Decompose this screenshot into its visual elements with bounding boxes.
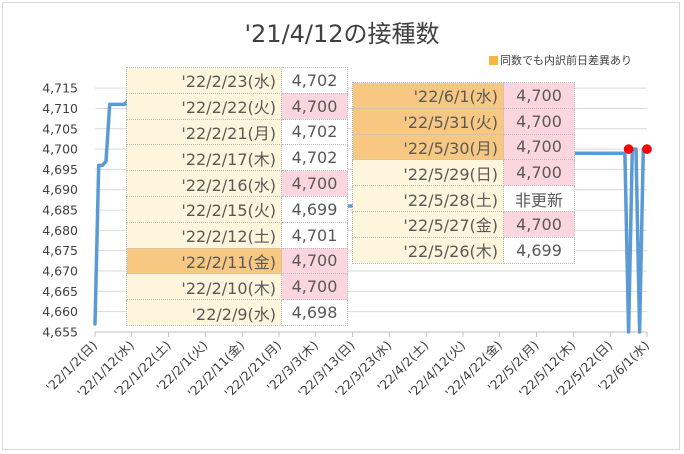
table-row: '22/2/22(火) 4,700 [126, 92, 348, 120]
table-date-cell: '22/5/28(土) [352, 185, 504, 212]
table-date-cell: '22/2/22(火) [126, 92, 282, 120]
y-tick-label: 4,660 [42, 304, 78, 319]
table-date-cell: '22/5/30(月) [352, 133, 504, 161]
table-date-cell: '22/2/9(水) [126, 299, 282, 326]
table-value-cell: 4,700 [503, 133, 575, 161]
table-value-cell: 4,700 [503, 210, 575, 238]
table-date-cell: '22/5/31(火) [352, 107, 504, 135]
table-value-cell: 4,700 [503, 107, 575, 135]
y-tick-label: 4,700 [42, 142, 78, 157]
table-date-cell: '22/2/16(水) [126, 170, 282, 197]
marker-point [623, 144, 634, 154]
table-value-cell: 4,700 [281, 247, 348, 275]
table-date-cell: '22/2/10(木) [126, 273, 282, 301]
table-value-cell: 4,698 [281, 299, 348, 326]
table-date-cell: '22/2/11(金) [126, 247, 282, 275]
table-row: '22/5/28(土) 非更新 [352, 185, 575, 212]
y-tick-label: 4,670 [42, 264, 78, 279]
table-date-cell: '22/5/26(木) [352, 236, 504, 264]
table-value-cell: 非更新 [503, 185, 575, 212]
table-value-cell: 4,701 [281, 221, 348, 249]
table-date-cell: '22/2/21(月) [126, 118, 282, 146]
y-tick-label: 4,695 [42, 162, 78, 177]
table-value-cell: 4,700 [503, 82, 575, 109]
table-date-cell: '22/2/12(土) [126, 221, 282, 249]
chart-legend: 同数でも内訳前日差異あり [489, 52, 632, 68]
chart-title: '21/4/12の接種数 [244, 20, 440, 48]
y-tick-label: 4,655 [42, 325, 78, 340]
table-row: '22/2/10(木) 4,700 [126, 273, 348, 301]
table-row: '22/5/27(金) 4,700 [352, 210, 575, 238]
table-row: '22/2/21(月) 4,702 [126, 118, 348, 146]
y-tick-label: 4,710 [42, 101, 78, 116]
y-tick-label: 4,715 [42, 81, 78, 96]
table-value-cell: 4,702 [281, 118, 348, 146]
table-date-cell: '22/5/27(金) [352, 210, 504, 238]
table-date-cell: '22/2/15(火) [126, 195, 282, 223]
table-date-cell: '22/5/29(日) [352, 159, 504, 187]
data-table-may: '22/6/1(水) 4,700'22/5/31(火) 4,700'22/5/30(… [352, 82, 575, 264]
table-date-cell: '22/6/1(水) [352, 82, 504, 109]
table-value-cell: 4,700 [503, 159, 575, 187]
y-tick-label: 4,665 [42, 284, 78, 299]
table-value-cell: 4,700 [281, 273, 348, 301]
marker-point [642, 144, 652, 154]
table-value-cell: 4,702 [281, 144, 348, 172]
table-date-cell: '22/2/17(木) [126, 144, 282, 172]
table-value-cell: 4,700 [281, 170, 348, 197]
table-value-cell: 4,700 [281, 92, 348, 120]
table-row: '22/2/17(木) 4,702 [126, 144, 348, 172]
legend-swatch [489, 56, 498, 65]
y-tick-label: 4,690 [42, 182, 78, 197]
data-table-feb: '22/2/23(水) 4,702'22/2/22(火) 4,700'22/2/21… [126, 67, 348, 326]
table-row: '22/5/31(火) 4,700 [352, 107, 575, 135]
table-value-cell: 4,702 [281, 67, 348, 94]
y-tick-label: 4,675 [42, 243, 78, 258]
y-tick-label: 4,705 [42, 121, 78, 136]
y-tick-label: 4,680 [42, 223, 78, 238]
table-row: '22/2/11(金) 4,700 [126, 247, 348, 275]
legend-label: 同数でも内訳前日差異あり [500, 54, 632, 67]
table-row: '22/2/12(土) 4,701 [126, 221, 348, 249]
table-value-cell: 4,699 [281, 195, 348, 223]
table-row: '22/2/16(水) 4,700 [126, 170, 348, 197]
table-date-cell: '22/2/23(水) [126, 67, 282, 94]
y-tick-label: 4,685 [42, 203, 78, 218]
table-row: '22/2/9(水) 4,698 [126, 299, 348, 326]
table-row: '22/5/29(日) 4,700 [352, 159, 575, 187]
table-row: '22/2/23(水) 4,702 [126, 67, 348, 94]
table-row: '22/6/1(水) 4,700 [352, 82, 575, 109]
table-row: '22/5/26(木) 4,699 [352, 236, 575, 264]
table-row: '22/2/15(火) 4,699 [126, 195, 348, 223]
table-value-cell: 4,699 [503, 236, 575, 264]
table-row: '22/5/30(月) 4,700 [352, 133, 575, 161]
